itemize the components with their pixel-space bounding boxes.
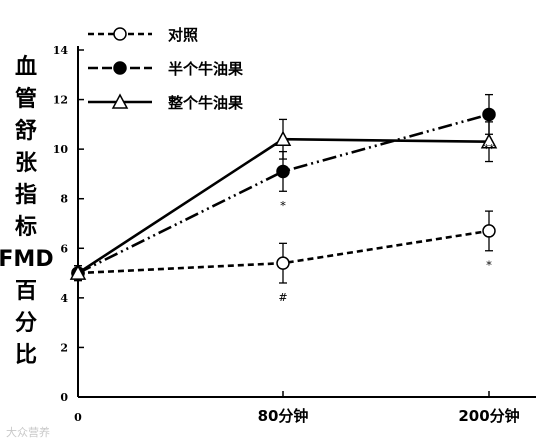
x-tick-label: 200分钟: [458, 407, 519, 425]
y-tick-label: 0: [60, 391, 68, 404]
x-tick-label: 0: [74, 411, 82, 424]
data-point: [482, 107, 496, 122]
y-tick-label: 14: [53, 44, 69, 57]
y-axis-label-char: 管: [14, 87, 37, 112]
y-axis-label-char: 比: [14, 343, 37, 368]
y-axis-label-char: 标: [14, 215, 37, 240]
y-tick-label: 6: [60, 242, 68, 255]
y-axis-label-char: 百: [14, 279, 37, 304]
y-tick-label: 8: [60, 193, 68, 206]
y-axis-label-char: FMD: [0, 247, 54, 272]
legend-label: 整个牛油果: [168, 94, 244, 112]
data-point: [276, 256, 290, 270]
y-tick-label: 12: [53, 94, 68, 107]
legend-marker: [113, 61, 127, 75]
legend-marker: [111, 93, 129, 109]
y-tick-label: 4: [60, 292, 68, 305]
watermark: 大众营养: [6, 426, 50, 439]
data-point: [482, 224, 496, 238]
y-axis-label-char: 张: [14, 151, 37, 176]
x-tick-label: 80分钟: [258, 407, 309, 425]
significance-mark: **: [484, 142, 496, 155]
y-axis-label: 血管舒张指标 FMD 百分比: [0, 52, 54, 372]
legend-label: 对照: [168, 26, 198, 44]
data-point: [69, 264, 87, 280]
data-point: [274, 130, 292, 146]
y-tick-label: 10: [53, 143, 69, 156]
significance-mark: #: [278, 291, 287, 304]
significance-mark: *: [280, 199, 286, 212]
y-tick-label: 2: [60, 341, 68, 354]
y-axis-label-char: 分: [14, 311, 37, 336]
legend-label: 半个牛油果: [168, 60, 244, 78]
y-axis-label-char: 舒: [14, 119, 37, 144]
y-axis-label-char: 指: [14, 183, 37, 208]
significance-mark: *: [486, 259, 492, 272]
data-point: [480, 133, 498, 149]
legend-marker: [113, 27, 127, 41]
y-axis-label-char: 血: [14, 55, 37, 80]
data-point: [276, 164, 290, 179]
